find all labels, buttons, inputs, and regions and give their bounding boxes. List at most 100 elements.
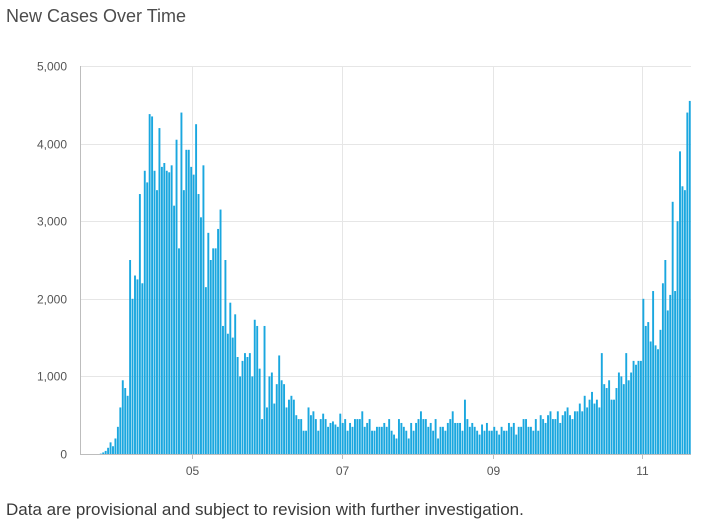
- bar[interactable]: [657, 349, 659, 454]
- bar[interactable]: [371, 430, 374, 454]
- bar[interactable]: [375, 426, 378, 454]
- bar[interactable]: [671, 201, 674, 454]
- bar[interactable]: [583, 395, 586, 454]
- bar[interactable]: [146, 182, 149, 454]
- bar[interactable]: [107, 447, 110, 454]
- bar[interactable]: [163, 163, 166, 454]
- bar[interactable]: [559, 422, 562, 454]
- bar[interactable]: [437, 438, 439, 454]
- bar[interactable]: [153, 170, 156, 454]
- bar[interactable]: [468, 426, 471, 454]
- bar[interactable]: [595, 399, 598, 454]
- bar[interactable]: [415, 422, 418, 454]
- bar[interactable]: [275, 384, 278, 454]
- bar[interactable]: [410, 422, 413, 454]
- bar[interactable]: [520, 426, 523, 454]
- bar[interactable]: [564, 411, 567, 454]
- bar[interactable]: [642, 298, 645, 454]
- bar[interactable]: [493, 426, 496, 454]
- bar[interactable]: [356, 419, 359, 454]
- bar[interactable]: [525, 419, 527, 454]
- bar[interactable]: [366, 422, 369, 454]
- bar[interactable]: [383, 422, 386, 454]
- bar[interactable]: [222, 325, 224, 454]
- bar[interactable]: [319, 419, 322, 454]
- bar[interactable]: [160, 166, 163, 454]
- bar[interactable]: [649, 341, 652, 454]
- bar[interactable]: [190, 166, 193, 454]
- bar[interactable]: [322, 413, 325, 454]
- bar[interactable]: [432, 430, 435, 454]
- bar[interactable]: [349, 422, 352, 454]
- bar[interactable]: [104, 450, 107, 454]
- bar[interactable]: [270, 372, 273, 454]
- bar[interactable]: [456, 422, 459, 454]
- bar[interactable]: [192, 174, 195, 454]
- bar[interactable]: [114, 438, 117, 454]
- bar[interactable]: [200, 217, 202, 454]
- bar[interactable]: [400, 422, 403, 454]
- bar[interactable]: [280, 380, 283, 454]
- bar[interactable]: [126, 395, 129, 454]
- bar[interactable]: [610, 399, 613, 454]
- bar[interactable]: [341, 422, 344, 454]
- bar[interactable]: [244, 353, 246, 454]
- bar[interactable]: [581, 411, 584, 454]
- bar[interactable]: [124, 388, 127, 454]
- bar[interactable]: [681, 186, 684, 454]
- bar[interactable]: [195, 124, 198, 454]
- bar[interactable]: [556, 411, 559, 454]
- bar[interactable]: [197, 194, 200, 455]
- bar[interactable]: [219, 209, 222, 454]
- bar[interactable]: [363, 426, 366, 454]
- bar[interactable]: [459, 422, 461, 454]
- bar[interactable]: [483, 430, 486, 454]
- bar[interactable]: [444, 430, 447, 454]
- bar[interactable]: [253, 319, 256, 454]
- bar[interactable]: [512, 422, 515, 454]
- bar[interactable]: [608, 380, 611, 454]
- bar[interactable]: [112, 446, 114, 454]
- bar[interactable]: [527, 426, 530, 454]
- bar[interactable]: [498, 434, 501, 454]
- bar[interactable]: [116, 426, 119, 454]
- bar[interactable]: [593, 403, 596, 454]
- bar[interactable]: [471, 422, 474, 454]
- bar[interactable]: [539, 415, 542, 454]
- bar[interactable]: [168, 172, 171, 454]
- bar[interactable]: [346, 430, 349, 454]
- bar[interactable]: [390, 430, 393, 454]
- bar[interactable]: [632, 360, 635, 454]
- bar[interactable]: [224, 260, 227, 454]
- bar[interactable]: [297, 419, 300, 454]
- bar[interactable]: [236, 357, 239, 454]
- bar[interactable]: [263, 325, 266, 454]
- bar[interactable]: [217, 228, 220, 454]
- bar[interactable]: [204, 287, 207, 454]
- bar[interactable]: [344, 419, 347, 454]
- bar[interactable]: [285, 407, 288, 454]
- bar[interactable]: [412, 430, 415, 454]
- bar[interactable]: [644, 325, 647, 454]
- bar[interactable]: [156, 190, 158, 454]
- bar[interactable]: [109, 442, 112, 454]
- bar[interactable]: [424, 419, 427, 454]
- bar[interactable]: [549, 411, 552, 454]
- bar[interactable]: [551, 419, 554, 454]
- bar[interactable]: [312, 411, 315, 454]
- bar[interactable]: [388, 419, 391, 454]
- bar[interactable]: [485, 422, 488, 454]
- bar[interactable]: [407, 438, 410, 454]
- bar[interactable]: [170, 165, 173, 454]
- bar[interactable]: [490, 430, 493, 454]
- bar[interactable]: [234, 314, 237, 454]
- bar[interactable]: [180, 112, 183, 454]
- bar[interactable]: [588, 399, 591, 454]
- bar[interactable]: [241, 360, 244, 454]
- bar[interactable]: [324, 419, 327, 454]
- bar[interactable]: [481, 424, 483, 454]
- bar[interactable]: [598, 407, 601, 454]
- bar[interactable]: [617, 372, 620, 454]
- bar[interactable]: [532, 430, 535, 454]
- bar[interactable]: [314, 419, 317, 454]
